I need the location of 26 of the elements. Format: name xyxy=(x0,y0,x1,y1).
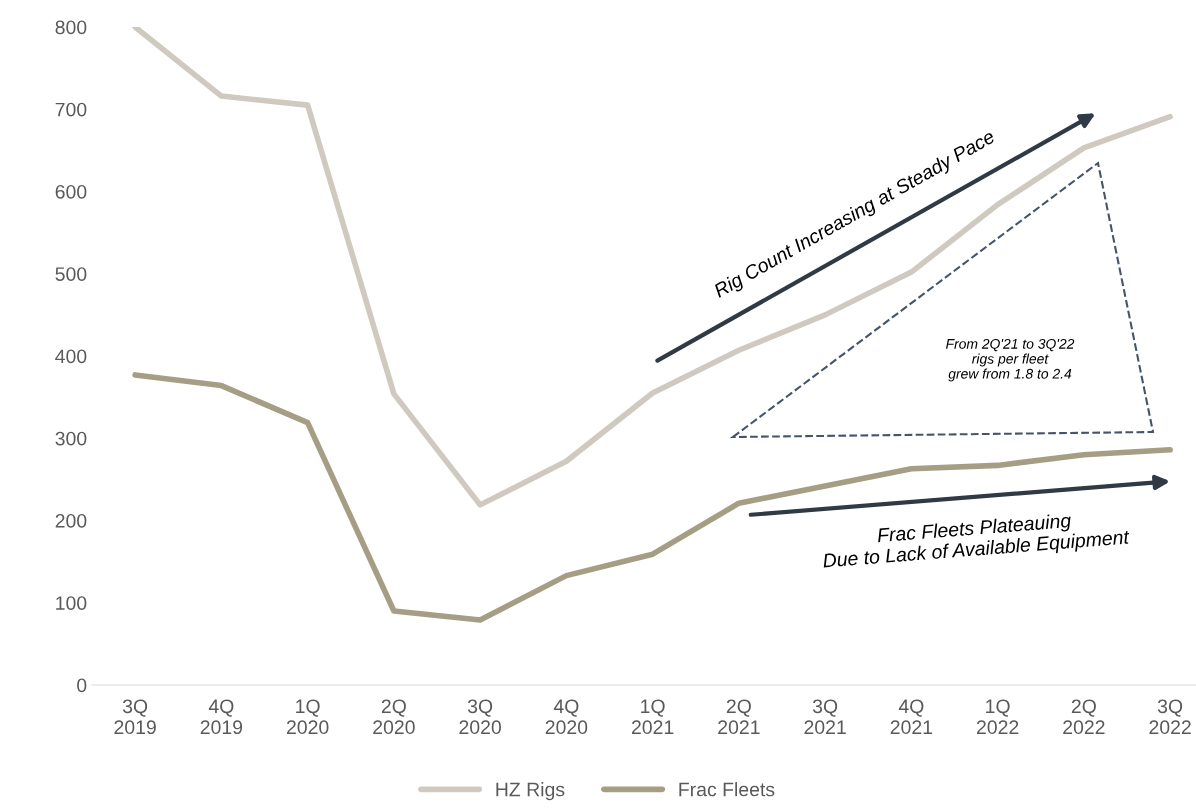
y-tick-label: 500 xyxy=(55,267,87,281)
legend-label: HZ Rigs xyxy=(496,782,565,801)
x-tick-label: 3Q 2022 xyxy=(1149,699,1191,735)
annotation: Frac Fleets Plateauing Due to Lack of Available Equipment xyxy=(822,512,1131,572)
annotation: From 2Q'21 to 3Q'22 rigs per fleet grew from 1.8 to 2.4 xyxy=(946,338,1075,382)
x-tick-label: 4Q 2021 xyxy=(890,699,933,735)
x-tick-label: 2Q 2020 xyxy=(373,699,415,735)
y-tick-label: 700 xyxy=(55,102,87,117)
x-tick-label: 2Q 2021 xyxy=(718,699,760,735)
y-tick-label: 300 xyxy=(55,431,87,446)
y-tick-label: 0 xyxy=(77,678,87,693)
x-tick-label: 4Q 2020 xyxy=(545,699,588,735)
x-tick-label: 3Q 2020 xyxy=(459,699,501,735)
x-tick-label: 4Q 2019 xyxy=(200,699,243,735)
x-tick-label: 1Q 2020 xyxy=(286,699,329,735)
x-tick-label: 3Q 2019 xyxy=(114,699,156,735)
x-tick-label: 1Q 2021 xyxy=(631,699,674,735)
y-tick-label: 600 xyxy=(55,184,87,199)
x-tick-label: 1Q 2022 xyxy=(976,699,1019,735)
x-tick-label: 3Q 2021 xyxy=(804,699,846,735)
y-tick-label: 200 xyxy=(55,513,87,528)
y-tick-label: 800 xyxy=(55,20,87,35)
legend-label: Frac Fleets xyxy=(679,782,775,797)
y-tick-label: 100 xyxy=(56,596,87,610)
y-tick-label: 400 xyxy=(55,349,87,364)
x-tick-label: 2Q 2022 xyxy=(1063,699,1105,735)
